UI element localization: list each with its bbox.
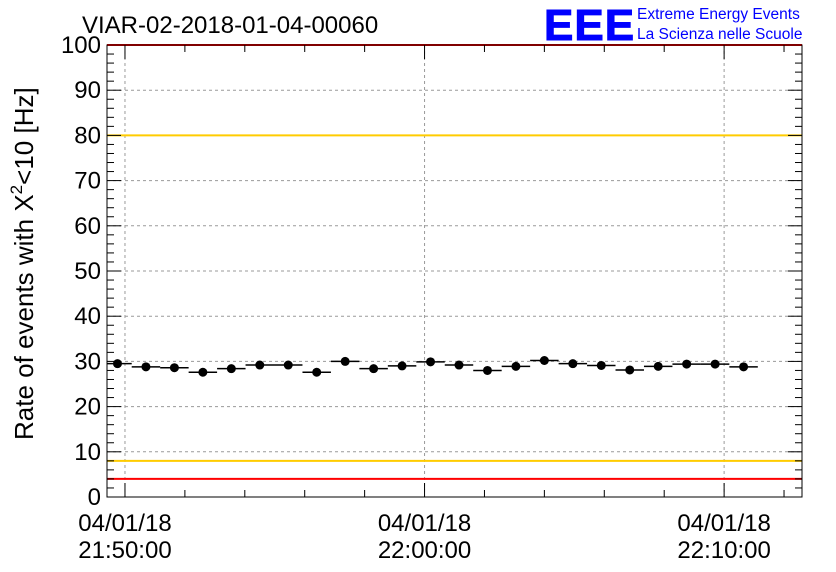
y-tick-label: 70: [74, 168, 101, 195]
data-point: [283, 360, 293, 370]
y-tick-label: 80: [74, 122, 101, 149]
data-point: [426, 357, 436, 367]
data-point: [625, 365, 635, 375]
data-point: [539, 355, 549, 365]
data-point: [482, 365, 492, 375]
y-tick-label: 20: [74, 394, 101, 421]
logo-line2: La Scienza nelle Scuole: [637, 26, 802, 43]
data-point: [255, 360, 265, 370]
grid: [107, 45, 802, 497]
axes: [106, 44, 803, 498]
data-points: [107, 355, 758, 377]
data-point: [682, 359, 692, 369]
y-tick-label: 40: [74, 303, 101, 330]
data-point: [312, 367, 322, 377]
data-point: [511, 361, 521, 371]
y-axis-label: Rate of events with X2<10 [Hz]: [7, 87, 39, 440]
data-point: [653, 361, 663, 371]
x-tick-date-label: 04/01/18: [677, 510, 770, 537]
data-point: [226, 364, 236, 374]
data-point: [568, 359, 578, 369]
data-point: [397, 361, 407, 371]
y-tick-label: 100: [61, 32, 101, 59]
reference-lines: [107, 44, 802, 480]
data-point: [112, 359, 122, 369]
x-tick-labels: 04/01/1821:50:0004/01/1822:00:0004/01/18…: [78, 510, 771, 564]
y-axis-label-superscript: 2: [7, 185, 26, 194]
data-point: [141, 362, 151, 372]
eee-logo-mark: EEE: [544, 1, 635, 50]
y-tick-label: 50: [74, 258, 101, 285]
x-tick-date-label: 04/01/18: [378, 510, 471, 537]
data-point: [710, 359, 720, 369]
y-axis-label-suffix: <10 [Hz]: [9, 87, 39, 185]
x-tick-date-label: 04/01/18: [78, 510, 171, 537]
y-tick-label: 90: [74, 77, 101, 104]
x-tick-time-label: 22:10:00: [677, 537, 770, 564]
data-point: [369, 364, 379, 374]
logo-line1: Extreme Energy Events: [637, 6, 800, 23]
data-point: [739, 362, 749, 372]
y-tick-label: 10: [74, 439, 101, 466]
y-tick-label: 30: [74, 348, 101, 375]
data-point: [198, 367, 208, 377]
data-point: [340, 356, 350, 366]
data-point: [596, 360, 606, 370]
data-point: [454, 360, 464, 370]
y-tick-label: 0: [88, 484, 101, 511]
y-tick-labels: 0 10 20 30 40 50 60 70 80 90 100: [61, 32, 101, 511]
x-tick-time-label: 22:00:00: [378, 537, 471, 564]
data-point: [169, 363, 179, 373]
y-axis-label-prefix: Rate of events with X: [9, 194, 39, 440]
x-tick-time-label: 21:50:00: [78, 537, 171, 564]
eee-logo: EEE Extreme Energy Events La Scienza nel…: [544, 1, 803, 51]
y-tick-label: 60: [74, 213, 101, 240]
chart-title: VIAR-02-2018-01-04-00060: [82, 12, 378, 39]
